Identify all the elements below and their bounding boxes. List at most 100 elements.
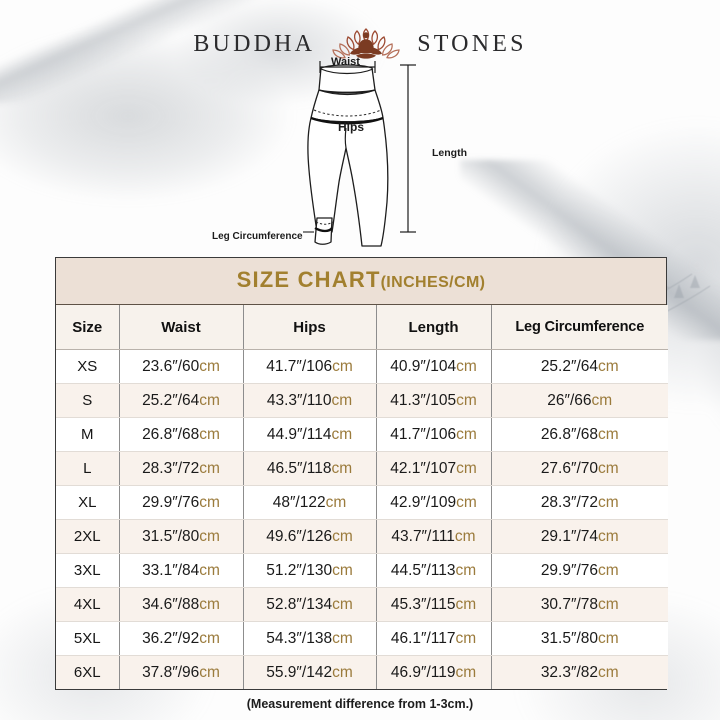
value-unit: cm: [332, 527, 353, 545]
value-number: 23.6″/60: [142, 357, 200, 375]
cell-waist: 29.9″/76cm: [119, 485, 244, 520]
cell-leg-circumference: 29.9″/76cm: [491, 553, 668, 588]
cell-size: XS: [56, 349, 120, 384]
table-row: M 26.8″/68cm 44.9″/114cm 41.7″/106cm 26.8″/6…: [56, 417, 668, 452]
cell-size: L: [56, 451, 120, 486]
value-number: 25.2″/64: [540, 357, 599, 375]
value-unit: cm: [455, 561, 477, 579]
value-unit: cm: [456, 357, 477, 375]
brand-word-right: STONES: [417, 31, 527, 57]
value-number: 28.3″/72: [142, 459, 200, 477]
cell-waist: 23.6″/60cm: [119, 349, 244, 384]
cell-leg-circumference: 29.1″/74cm: [491, 519, 668, 554]
value-unit: cm: [598, 595, 619, 613]
value-number: 32.3″/82: [540, 663, 599, 681]
cell-size: XL: [56, 485, 120, 520]
value-number: 29.9″/76: [540, 561, 599, 579]
value-number: 31.5″/80: [540, 629, 599, 647]
cell-waist: 28.3″/72cm: [119, 451, 244, 486]
brand-header: BUDDHA STONES: [0, 18, 720, 70]
cell-length: 46.1″/117cm: [376, 621, 492, 656]
diagram-label-waist: Waist: [331, 56, 360, 68]
value-number: 43.7″/111: [391, 527, 455, 545]
size-chart-title: SIZE CHART(INCHES/CM): [56, 258, 666, 305]
diagram-label-hips: Hips: [338, 120, 365, 134]
cell-length: 41.3″/105cm: [376, 383, 492, 418]
cell-hips: 54.3″/138cm: [243, 621, 377, 656]
value-unit: cm: [199, 357, 220, 375]
value-number: 37.8″/96: [142, 663, 200, 681]
value-unit: cm: [199, 629, 220, 647]
value-unit: cm: [454, 527, 476, 545]
cell-waist: 31.5″/80cm: [119, 519, 244, 554]
diagram-label-length: Length: [432, 147, 467, 159]
value-number: 30.7″/78: [540, 595, 599, 613]
value-unit: cm: [456, 425, 477, 443]
value-number: 26.8″/68: [540, 425, 599, 443]
value-number: 26″/66: [547, 391, 592, 409]
value-number: 29.1″/74: [540, 527, 599, 545]
value-unit: cm: [332, 629, 353, 647]
column-header-size: Size: [56, 305, 120, 350]
table-row: XL 29.9″/76cm 48″/122cm 42.9″/109cm 28.3″/72…: [56, 485, 668, 520]
value-number: 54.3″/138: [266, 629, 333, 647]
column-header-waist: Waist: [119, 305, 244, 350]
value-unit: cm: [332, 595, 353, 613]
table-row: 2XL 31.5″/80cm 49.6″/126cm 43.7″/111cm 29.1″…: [56, 519, 668, 554]
value-unit: cm: [199, 459, 220, 477]
table-row: 6XL 37.8″/96cm 55.9″/142cm 46.9″/119cm 32.3″…: [56, 655, 668, 689]
value-unit: cm: [456, 493, 477, 511]
value-number: 36.2″/92: [142, 629, 200, 647]
column-header-leg-circumference: Leg Circumference: [491, 305, 668, 350]
cell-waist: 25.2″/64cm: [119, 383, 244, 418]
value-unit: cm: [199, 595, 220, 613]
table-row: 4XL 34.6″/88cm 52.8″/134cm 45.3″/115cm 30.7″…: [56, 587, 668, 622]
pants-outline-icon: [303, 61, 416, 247]
cell-hips: 48″/122cm: [243, 485, 377, 520]
cell-size: 5XL: [56, 621, 120, 656]
cell-size: 2XL: [56, 519, 120, 554]
value-unit: cm: [455, 629, 477, 647]
value-unit: cm: [591, 391, 613, 409]
cell-hips: 41.7″/106cm: [243, 349, 377, 384]
table-header-row: Size Waist Hips Length Leg Circumference: [56, 305, 668, 350]
table-row: L 28.3″/72cm 46.5″/118cm 42.1″/107cm 27.6″/7…: [56, 451, 668, 486]
value-number: 46.1″/117: [390, 629, 456, 647]
value-number: 46.9″/119: [390, 663, 456, 681]
value-number: 33.1″/84: [142, 561, 200, 579]
cell-length: 42.9″/109cm: [376, 485, 492, 520]
value-unit: cm: [199, 527, 220, 545]
value-number: 34.6″/88: [142, 595, 200, 613]
value-number: 43.3″/110: [266, 391, 332, 409]
cell-hips: 44.9″/114cm: [243, 417, 377, 452]
value-unit: cm: [331, 391, 353, 409]
column-header-hips: Hips: [243, 305, 377, 350]
value-number: 41.7″/106: [390, 425, 457, 443]
cell-leg-circumference: 31.5″/80cm: [491, 621, 668, 656]
cell-size: S: [56, 383, 120, 418]
value-number: 48″/122: [272, 493, 326, 511]
value-number: 28.3″/72: [540, 493, 599, 511]
value-number: 42.1″/107: [390, 459, 457, 477]
value-unit: cm: [199, 493, 220, 511]
value-unit: cm: [598, 629, 619, 647]
table-row: XS 23.6″/60cm 41.7″/106cm 40.9″/104cm 25.2″/…: [56, 349, 668, 384]
cell-hips: 46.5″/118cm: [243, 451, 377, 486]
value-number: 41.3″/105: [390, 391, 457, 409]
value-unit: cm: [199, 391, 220, 409]
value-number: 52.8″/134: [266, 595, 333, 613]
value-number: 26.8″/68: [142, 425, 200, 443]
value-unit: cm: [331, 459, 353, 477]
value-unit: cm: [598, 493, 619, 511]
cell-leg-circumference: 28.3″/72cm: [491, 485, 668, 520]
cell-hips: 51.2″/130cm: [243, 553, 377, 588]
value-number: 51.2″/130: [266, 561, 333, 579]
value-unit: cm: [456, 459, 477, 477]
value-number: 44.9″/114: [266, 425, 332, 443]
cell-waist: 37.8″/96cm: [119, 655, 244, 689]
cell-length: 41.7″/106cm: [376, 417, 492, 452]
value-number: 29.9″/76: [142, 493, 200, 511]
value-number: 40.9″/104: [390, 357, 457, 375]
value-number: 41.7″/106: [266, 357, 333, 375]
